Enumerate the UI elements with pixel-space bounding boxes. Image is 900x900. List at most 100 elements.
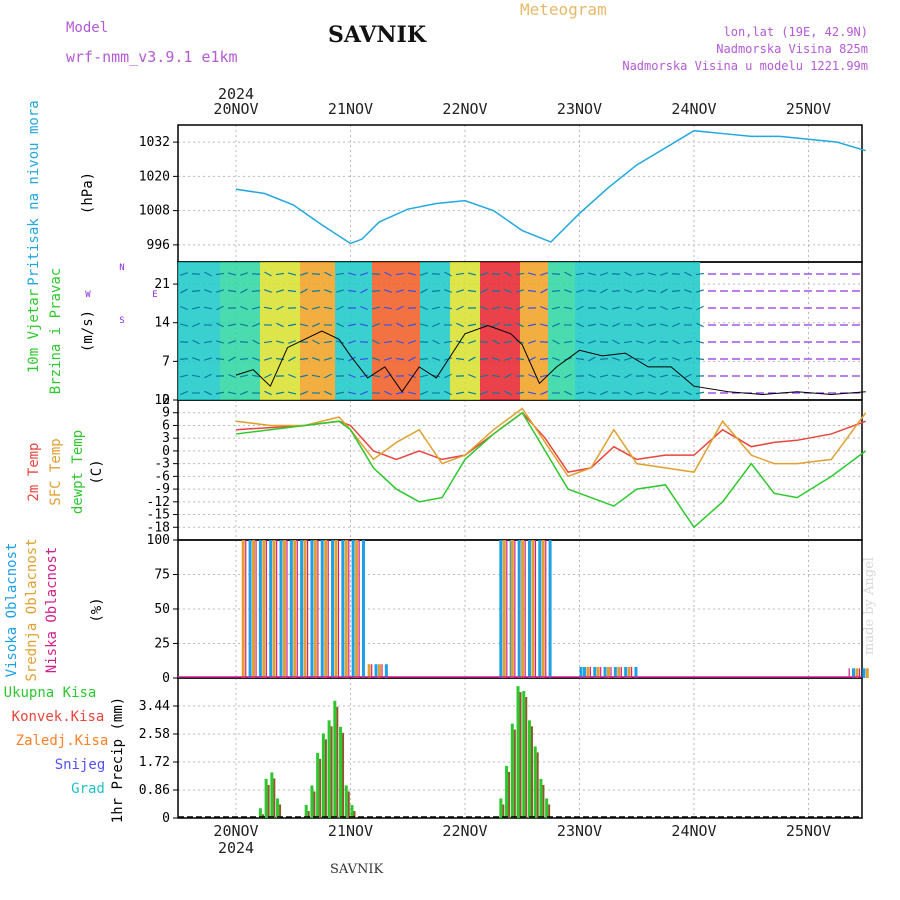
cloud-bar [606,666,610,678]
wind-arrow [527,323,537,327]
cloud-bar [600,666,602,678]
precip-bar-conv [347,791,350,818]
wind-arrow [672,339,680,345]
wind-arrow [347,391,357,395]
wind-arrow [431,306,441,310]
wind-arrow [228,373,236,379]
wind-arrow [503,306,513,310]
wind-arrow [480,288,488,294]
wind-arrow [456,322,464,328]
wind-arrow [564,289,572,293]
wind-arrow [539,323,549,327]
cloud-bar [499,540,503,678]
y-tick-label: 1.72 [139,755,170,770]
precip-bar-total [499,798,503,818]
x-tick-label-top: 25NOV [786,100,831,118]
x-tick-label-bottom: 22NOV [442,822,487,840]
wind-arrow [600,288,608,294]
wind-field-band [220,262,260,400]
wind-arrow [203,306,213,310]
wind-arrow [588,356,596,362]
temp-series-2 [235,411,867,529]
wind-arrow [695,289,705,293]
wind-arrow [576,305,584,311]
cloud-bar [310,540,314,678]
wind-arrow [563,340,573,344]
cloud-bar [852,668,856,678]
wind-arrow [695,272,705,276]
precip-bar-conv [530,726,533,818]
wind-arrow [204,390,212,396]
precip-bar-total [270,772,274,818]
precip-bar-conv [307,810,310,818]
y-tick-label: -18 [147,520,170,535]
wind-arrow [599,374,609,378]
precip-bar-total [304,804,308,818]
wind-arrow [468,340,476,344]
cloud-bar [276,540,278,678]
wind-arrow [539,341,549,343]
precip-bar-total [310,785,314,818]
wind-arrow [444,289,452,293]
wind-arrow [240,288,248,294]
wind-arrow [468,373,476,379]
wind-arrow [480,272,488,276]
wind-arrow [636,305,644,311]
wind-arrow [504,390,512,396]
wind-arrow [311,306,321,310]
wind-arrow [695,391,705,395]
wind-arrow [371,306,381,310]
precip-bar-conv [513,729,516,818]
wind-arrow [575,391,585,395]
wind-arrow [635,357,645,361]
cloud-bar [327,540,329,678]
wind-arrow [503,340,513,344]
wind-arrow [395,391,405,395]
precip-bar-conv [353,810,356,818]
wind-arrow [443,357,453,361]
cloud-bar [377,664,381,678]
wind-arrow [612,322,620,328]
precip-bar-conv [273,778,276,818]
coords-text: lon,lat (19E, 42.9N) [723,25,869,39]
wind-arrow [648,340,656,344]
cloud-bar [381,664,383,678]
y-tick-label: 0 [162,393,170,408]
wind-arrow [635,289,645,293]
cloud-bar [262,540,266,678]
wind-arrow [396,322,404,328]
wind-arrow [420,272,428,276]
cloud-bar [617,666,621,678]
precip-bar-conv [261,814,264,818]
wind-arrow [216,305,224,311]
cloud-axis-label-1: Srednja Oblacnost [24,538,40,681]
wind-arrow [191,374,201,378]
wind-arrow [407,272,417,276]
wind-arrow [611,374,621,378]
cloud-bar [545,540,547,678]
wind-arrow [227,289,237,293]
wind-arrow [515,357,525,361]
precip-bar-conv [336,706,339,818]
cloud-bar [252,540,256,678]
precip-legend-1: Konvek.Kisa [12,709,105,725]
wind-arrow [599,323,609,327]
cloud-bar [586,666,590,678]
precip-bar-total [516,686,520,818]
cloud-bar [320,540,324,678]
wind-arrow [479,358,489,360]
wind-arrow [551,290,561,292]
pressure-unit-label: (hPa) [80,172,96,214]
wind-arrow [408,356,416,362]
temp-axis-label-0: 2m Temp [26,442,42,501]
wind-arrow [372,322,380,328]
wind-arrow [419,323,429,327]
cloud-bar [596,666,600,678]
cloud-bar [510,540,514,678]
cloud-bar [348,540,350,678]
wind-arrow [311,273,321,275]
wind-arrow [179,323,189,327]
cloud-bar [296,540,298,678]
wind-arrow [671,374,681,378]
wind-arrow [300,305,308,311]
